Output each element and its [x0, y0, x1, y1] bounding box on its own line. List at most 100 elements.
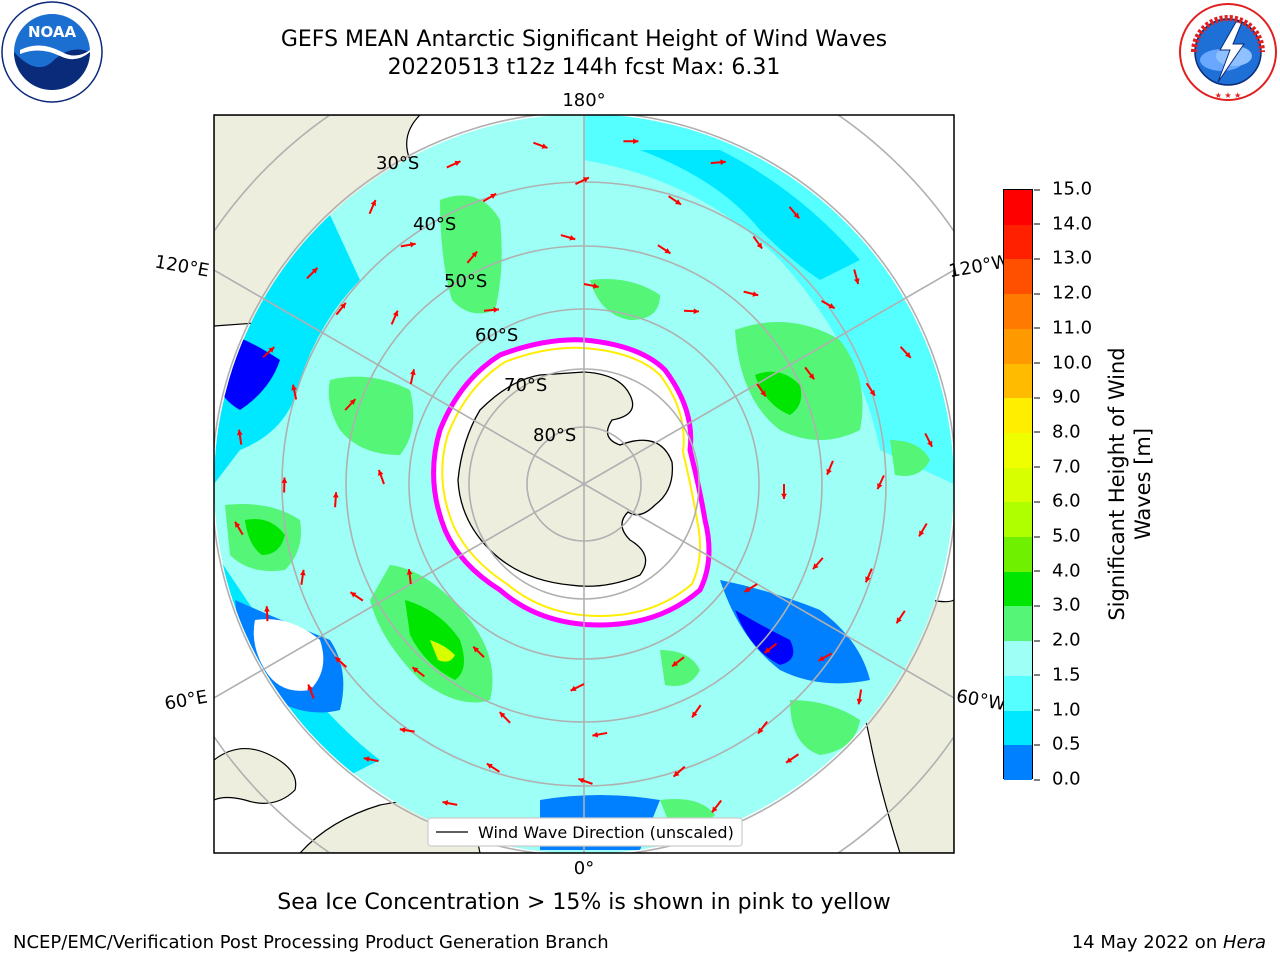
wave-arrow-head	[592, 283, 599, 289]
colorbar-tick-label: 4.0	[1034, 560, 1081, 582]
colorbar-segment	[1004, 363, 1032, 399]
wave-arrow-head	[410, 369, 416, 376]
wave-arrow-head	[399, 727, 406, 733]
colorbar-tick-label: 3.0	[1034, 594, 1081, 616]
colorbar-label: Significant Height of Wind Waves [m]	[1104, 347, 1156, 620]
date-label: 14 May 2022 on	[1071, 932, 1223, 953]
date-text: 14 May 2022 on Hera	[1072, 932, 1266, 953]
wave-arrow-head	[675, 199, 682, 205]
colorbar-segment	[1004, 537, 1032, 573]
noaa-logo-text: NOAA	[28, 23, 77, 41]
colorbar-segment	[1004, 294, 1032, 330]
wave-arrow-head	[377, 469, 384, 476]
wave-arrow-head	[264, 606, 270, 612]
sea-ice-note: Sea Ice Concentration > 15% is shown in …	[277, 890, 891, 915]
wave-arrow-head	[869, 389, 875, 396]
colorbar-segment	[1004, 571, 1032, 607]
figure-subtitle: 20220513 t12z 144h fcst Max: 6.31	[387, 55, 781, 80]
colorbar-segment	[1004, 502, 1032, 538]
colorbar-tick-label: 6.0	[1034, 490, 1081, 512]
colorbar-tick-label: 13.0	[1033, 247, 1093, 269]
colorbar-tick-label: 7.0	[1034, 456, 1081, 478]
lon-label-120w: 120°W	[947, 251, 1011, 282]
wave-arrow-head	[786, 757, 793, 763]
wave-arrow-head	[744, 586, 751, 592]
colorbar-label-line2: Waves [m]	[1131, 427, 1155, 541]
wave-arrow-head	[490, 193, 497, 199]
map-frame	[213, 114, 955, 854]
noaa-logo: NOAA	[1, 1, 103, 103]
colorbar-segment	[1004, 467, 1032, 503]
colorbar-tick-label: 10.0	[1033, 352, 1093, 374]
lon-label-60e: 60°E	[163, 686, 209, 714]
wave-arrow-head	[693, 308, 699, 315]
credit-text: NCEP/EMC/Verification Post Processing Pr…	[13, 932, 609, 953]
meridians	[214, 115, 954, 853]
wave-arrow-head	[406, 569, 413, 575]
wave-arrow-head	[828, 303, 835, 309]
lat-label-70s: 70°S	[504, 375, 547, 396]
wave-arrow-head	[307, 684, 313, 691]
colorbar-tick-label: 1.5	[1034, 664, 1081, 686]
nws-logo: ★ ★ ★	[1179, 3, 1277, 101]
wave-arrow-head	[332, 492, 339, 498]
wave-arrow-head	[812, 563, 819, 570]
wave-arrow-head	[896, 617, 902, 624]
wave-arrow-head	[793, 212, 800, 219]
wave-arrow-head	[349, 399, 356, 405]
wave-arrow-head	[664, 248, 671, 254]
colorbar-segment	[1004, 190, 1032, 226]
wave-arrow-head	[363, 756, 370, 762]
wave-arrow-head	[672, 660, 679, 667]
wave-arrow-head	[471, 251, 478, 258]
wave-arrow-head	[582, 177, 589, 183]
wave-arrow-head	[291, 384, 297, 391]
colorbar-tick-label: 11.0	[1033, 317, 1093, 339]
lon-label-0: 0°	[574, 858, 594, 879]
wave-arrow-head	[856, 698, 863, 705]
colorbar-tick-label: 15.0	[1033, 178, 1093, 200]
colorbar-segment	[1004, 398, 1032, 434]
wave-arrow-head	[756, 242, 763, 249]
wave-arrow-head	[853, 278, 860, 285]
colorbar-tick-label: 14.0	[1033, 213, 1093, 235]
wave-arrow-head	[370, 199, 377, 206]
colorbar-segment	[1004, 675, 1032, 712]
lat-label-30s: 30°S	[376, 153, 419, 174]
wave-arrow-head	[592, 731, 599, 738]
colorbar	[1003, 189, 1033, 781]
wave-arrow-head	[454, 160, 461, 167]
colorbar-tick-label: 1.0	[1034, 699, 1081, 721]
wave-arrow-head	[311, 267, 318, 274]
svg-text:★ ★ ★: ★ ★ ★	[1215, 91, 1242, 100]
figure-title: GEFS MEAN Antarctic Significant Height o…	[280, 27, 888, 52]
colorbar-tick-label: 12.0	[1033, 282, 1093, 304]
wave-arrow-head	[905, 351, 911, 358]
wave-arrow-head	[499, 712, 506, 718]
antarctica	[457, 371, 674, 587]
colorbar-label-line1: Significant Height of Wind	[1105, 347, 1129, 621]
colorbar-tick-label: 8.0	[1034, 421, 1081, 443]
colorbar-tick-label: 2.0	[1034, 629, 1081, 651]
wave-arrow-head	[865, 576, 871, 583]
wave-arrow-head	[720, 159, 726, 166]
colorbar-segment	[1004, 606, 1032, 642]
wave-arrow-head	[758, 727, 764, 734]
lat-label-60s: 60°S	[475, 325, 518, 346]
colorbar-segment	[1004, 328, 1032, 365]
wave-arrow-head	[541, 143, 548, 149]
wave-arrow-head	[781, 493, 787, 499]
wave-arrow-head	[764, 647, 771, 653]
wave-arrow-head	[752, 291, 759, 297]
wave-arrow-head	[711, 806, 718, 813]
wave-arrow-head	[692, 711, 698, 718]
lat-label-50s: 50°S	[444, 271, 487, 292]
colorbar-segment	[1004, 745, 1032, 781]
arrow-legend-label: Wind Wave Direction (unscaled)	[478, 823, 734, 842]
arrow-legend: Wind Wave Direction (unscaled)	[427, 817, 743, 847]
wave-arrow-head	[350, 592, 357, 598]
wave-arrow-head	[486, 763, 493, 769]
wave-arrow-head	[578, 777, 585, 784]
wave-arrow-head	[299, 569, 306, 576]
